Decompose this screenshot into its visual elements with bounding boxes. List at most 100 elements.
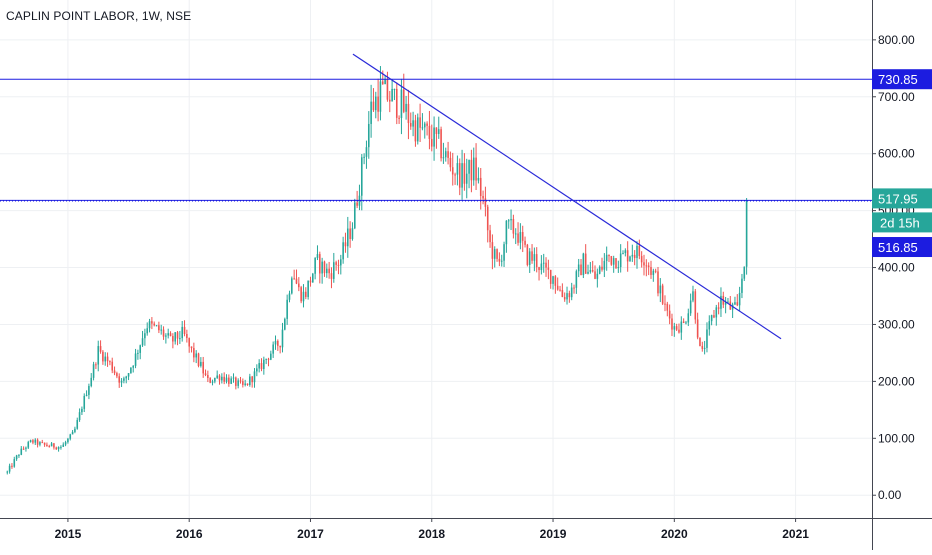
last-price-label-bg <box>872 188 932 209</box>
candle <box>745 197 748 275</box>
candle <box>141 330 144 347</box>
candle-body <box>675 326 678 330</box>
candle <box>356 190 358 209</box>
candle <box>34 438 37 446</box>
candle <box>531 244 533 264</box>
candle <box>360 154 363 211</box>
candle <box>125 375 128 384</box>
candle <box>582 252 585 279</box>
candle-body <box>507 220 510 222</box>
candle <box>183 320 186 337</box>
candle <box>370 84 372 138</box>
candle-body <box>395 88 398 118</box>
candle-body <box>223 376 225 382</box>
candle <box>689 293 692 316</box>
candle-body <box>20 448 23 455</box>
candle <box>277 339 279 351</box>
candle-body <box>346 228 349 247</box>
candle <box>267 357 270 367</box>
candle <box>622 250 624 255</box>
candle-body <box>81 408 83 413</box>
candle <box>13 456 16 468</box>
candle <box>83 393 86 413</box>
candle-body <box>640 256 643 263</box>
candle-body <box>598 266 601 274</box>
candle <box>447 141 449 165</box>
candle <box>258 359 260 373</box>
candle <box>484 186 487 217</box>
candle <box>694 288 697 324</box>
candle-body <box>85 394 88 396</box>
candle-body <box>256 368 258 372</box>
candle-body <box>277 340 279 346</box>
candle <box>188 337 190 353</box>
candle-body <box>624 250 627 254</box>
candle <box>549 269 552 289</box>
candle-body <box>715 307 718 318</box>
y-tick-label: 0.00 <box>878 488 902 502</box>
candle <box>74 426 76 434</box>
candle <box>116 371 118 379</box>
candle <box>309 276 312 287</box>
candle <box>521 225 524 253</box>
candle <box>225 374 228 384</box>
candle-body <box>552 276 554 284</box>
candle-body <box>55 447 58 450</box>
candle-body <box>67 438 69 443</box>
candle-body <box>666 303 669 311</box>
candle <box>155 325 158 327</box>
candle <box>349 221 351 248</box>
candle <box>657 266 659 297</box>
candle <box>41 439 44 444</box>
candle <box>130 367 132 374</box>
candle-body <box>626 250 629 262</box>
candle-body <box>491 242 494 259</box>
y-tick-label: 800.00 <box>878 33 915 47</box>
candle-body <box>580 264 582 276</box>
candle-body <box>710 315 713 322</box>
candle <box>388 90 391 113</box>
candle-body <box>589 270 592 272</box>
candle-body <box>132 365 135 368</box>
candle <box>426 121 428 136</box>
candle <box>64 440 67 447</box>
candle-body <box>221 376 223 381</box>
candle-body <box>692 291 694 301</box>
candle <box>528 248 531 273</box>
candle <box>734 296 736 306</box>
candle <box>6 470 9 475</box>
candle <box>50 442 53 447</box>
candle <box>358 184 361 211</box>
candles <box>6 66 748 475</box>
candle <box>300 285 302 304</box>
candle <box>328 261 330 279</box>
candle <box>699 337 701 347</box>
candle <box>409 112 412 130</box>
candle-body <box>699 337 701 347</box>
candle-body <box>398 117 400 119</box>
candle <box>211 379 214 386</box>
candle <box>561 283 564 298</box>
candle <box>498 252 501 267</box>
candle-body <box>573 287 575 289</box>
candle <box>118 373 121 388</box>
candle-body <box>563 296 566 300</box>
candle <box>514 228 517 245</box>
candle <box>554 275 557 294</box>
candle-body <box>694 291 697 320</box>
price-label-516-bg <box>872 237 932 258</box>
candle-body <box>181 326 183 339</box>
candle <box>99 340 102 354</box>
candle <box>102 350 104 365</box>
candle-body <box>244 383 246 385</box>
candle <box>563 292 566 302</box>
candle <box>158 321 160 334</box>
candle-body <box>125 376 128 379</box>
candle-body <box>188 338 190 347</box>
candle-body <box>8 465 11 472</box>
candle <box>377 78 379 122</box>
candle <box>491 234 494 270</box>
